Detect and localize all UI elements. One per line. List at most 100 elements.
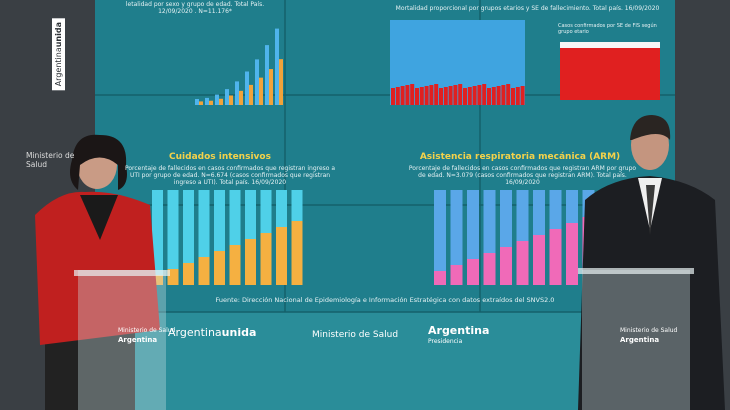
podium-label: Ministerio de Salud [118,327,176,334]
screen-bar [395,87,400,105]
screen-bar [291,190,303,221]
screen-bar [405,85,410,105]
screen-bar [167,269,179,285]
screen-bar [424,86,429,105]
chart-panel [560,48,660,100]
side-brand-bold: unida [54,22,63,48]
screen-bar [500,190,512,247]
lower-band [95,312,675,410]
screen-bar [482,84,487,105]
chart-subtitle: letalidad por sexo y grupo de edad. Tota… [125,1,265,15]
screen-bar [450,265,463,285]
screen-bar [511,88,515,105]
panel-subtitle: Porcentaje de fallecidos en casos confir… [124,165,336,186]
screen-bar [506,84,511,105]
screen-bar [198,257,210,285]
screen-bar [549,190,562,229]
screen-bar [255,59,259,105]
screen-bar [500,247,512,285]
screen-bar [467,190,479,259]
screen-bar [249,84,253,105]
screen-bar [245,71,249,105]
screen-bar [566,223,578,285]
screen-bar [487,88,491,105]
podium-label: Argentina [118,336,158,344]
chart-panel [560,42,660,48]
screen-bar [167,190,179,269]
screen-bar [533,190,545,235]
brand-text-bold: unida [221,326,257,339]
screen-bar [410,84,415,105]
screen-bar [199,101,203,105]
screen-bar [434,271,446,285]
screen-bar [259,77,263,105]
panel-subtitle: Porcentaje de fallecidos en casos confir… [408,165,637,186]
screen-bar [496,86,501,105]
screen-bar [391,88,395,105]
screen-bar [443,87,448,105]
screen-bar [275,28,279,106]
screen-bar [429,85,434,105]
government-sub: Presidencia [428,338,463,345]
screen-bar [235,81,239,105]
screen-bar [434,84,439,105]
screen-bar [491,87,496,105]
screen-bar [515,87,520,105]
speaker-left [35,134,160,410]
screen-bar [205,97,209,105]
screen-bar [269,69,273,105]
screen-bar [214,251,225,285]
screen-bar [419,87,424,105]
panel-title: Asistencia respiratoria mecánica (ARM) [419,152,621,162]
inset-title: Casos confirmados por SE de FIS según gr… [558,23,657,35]
government-logo: Argentina [428,324,490,337]
screen-bar [453,85,458,105]
screen-bar [501,85,506,105]
podium-left [74,270,170,410]
screen-bar [483,190,496,253]
screen-charts [152,20,660,285]
brand-logo: Argentinaunida [168,326,257,340]
screen-bar [448,86,453,105]
screen-bar [467,87,472,105]
screen-bar [516,241,529,285]
screen-bar [260,190,272,233]
screen-bar [229,95,233,105]
screen-bar [415,88,419,105]
side-ministry: Ministerio de Salud [26,151,75,169]
screen-bar [183,263,194,285]
screen-bar [516,190,529,241]
screen-bar [229,245,241,285]
speaker-right [578,115,725,410]
screen-bar [260,233,272,285]
screen-bar [276,190,287,227]
screen-bar [291,221,303,285]
screen-bar [549,229,562,285]
screen-bar [152,275,163,285]
screen-bar [463,88,467,105]
screen-bar [472,86,477,105]
screen-bar [483,253,496,285]
screen-bar [450,190,463,265]
side-brand-text: Argentina [54,47,63,87]
screen-bar [209,100,213,105]
screen-bar [434,190,446,271]
brand-text: Argentina [168,326,222,339]
screen-bar [276,227,287,285]
screen-bar [198,190,210,257]
screen-bar [229,190,241,245]
screen-bar [477,85,482,105]
screen-bar [195,99,199,105]
screen-bar [458,84,463,105]
chart-subtitle: Mortalidad proporcional por grupos etari… [395,5,660,12]
screen-bar [245,239,256,285]
screen-bar [152,190,163,275]
screen-bar [219,98,223,105]
screen-bar [467,259,479,285]
screen-bar [265,45,269,105]
screen-bar [400,86,405,105]
podium-right [578,268,694,410]
podium-label: Ministerio de Salud [620,327,678,334]
